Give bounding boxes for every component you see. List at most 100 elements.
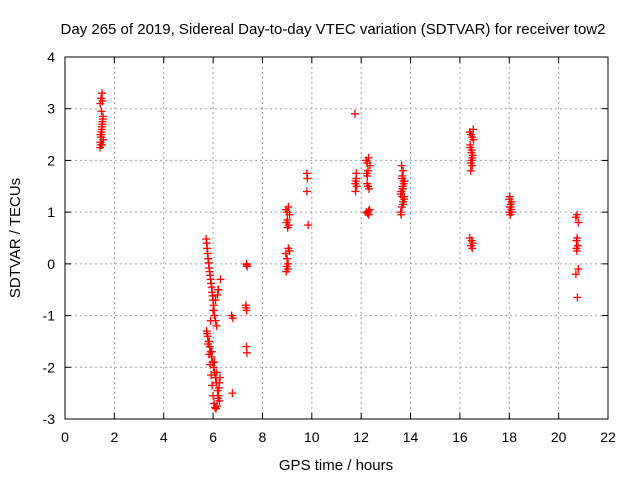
data-point — [212, 321, 221, 330]
data-point — [351, 109, 360, 118]
data-point — [207, 371, 216, 380]
grid — [65, 57, 608, 419]
data-point — [284, 221, 293, 230]
data-point — [98, 89, 107, 98]
data-point — [505, 195, 514, 204]
data-point — [213, 402, 222, 411]
data-point — [285, 210, 294, 219]
data-point — [506, 202, 515, 211]
data-point — [228, 389, 237, 398]
x-tick-label: 10 — [304, 429, 320, 445]
x-tick-label: 2 — [110, 429, 118, 445]
data-point — [352, 174, 361, 183]
data-point — [283, 254, 292, 263]
data-point — [469, 125, 478, 134]
data-point — [363, 171, 372, 180]
data-point — [302, 169, 311, 178]
data-point — [283, 215, 292, 224]
data-point — [365, 161, 374, 170]
x-tick-label: 18 — [501, 429, 517, 445]
data-point — [364, 210, 373, 219]
data-point — [207, 347, 216, 356]
data-point — [98, 96, 107, 105]
axis-ticks — [64, 56, 609, 420]
data-point — [302, 187, 311, 196]
y-tick-label: -1 — [43, 308, 56, 324]
data-point — [364, 153, 373, 162]
data-point — [214, 394, 223, 403]
data-point — [363, 209, 372, 218]
chart-title: Day 265 of 2019, Sidereal Day-to-day VTE… — [61, 21, 606, 38]
data-point — [466, 159, 475, 168]
data-point — [468, 244, 477, 253]
data-point — [469, 135, 478, 144]
data-point — [206, 360, 215, 369]
data-point — [398, 192, 407, 201]
data-point — [98, 140, 107, 149]
data-point — [365, 184, 374, 193]
data-point — [216, 373, 225, 382]
y-tick-label: 3 — [47, 101, 55, 117]
data-point — [468, 153, 477, 162]
x-axis-label: GPS time / hours — [279, 457, 393, 474]
data-point — [206, 316, 215, 325]
data-point — [572, 244, 581, 253]
data-point — [574, 265, 583, 274]
x-tick-label: 4 — [160, 429, 168, 445]
data-point — [284, 259, 293, 268]
x-tick-label: 12 — [353, 429, 369, 445]
data-point — [573, 234, 582, 242]
data-point — [282, 267, 291, 276]
data-point — [399, 200, 408, 209]
data-point — [284, 202, 293, 211]
x-tick-label: 6 — [209, 429, 217, 445]
data-point — [98, 115, 107, 124]
data-point — [573, 210, 582, 219]
data-point — [399, 184, 408, 193]
data-point — [99, 135, 108, 144]
x-tick-label: 8 — [259, 429, 267, 445]
data-point — [96, 130, 105, 139]
data-point — [571, 270, 580, 279]
y-tick-label: -2 — [43, 359, 56, 375]
data-point — [363, 179, 372, 188]
data-point — [97, 107, 106, 116]
data-point — [214, 285, 223, 294]
data-point — [209, 391, 218, 400]
x-tick-label: 16 — [452, 429, 468, 445]
data-point — [351, 187, 360, 196]
data-point — [397, 210, 406, 219]
data-point — [215, 378, 224, 387]
x-tick-label: 22 — [600, 429, 616, 445]
x-tick-label: 20 — [551, 429, 567, 445]
y-tick-label: 0 — [47, 256, 55, 272]
plot-frame — [64, 56, 609, 420]
data-point — [209, 306, 218, 315]
data-point — [208, 381, 217, 390]
data-point — [216, 275, 225, 284]
data-point — [285, 246, 294, 255]
data-point — [466, 143, 475, 152]
data-point — [227, 311, 236, 320]
data-point — [242, 260, 251, 269]
data-point — [507, 208, 516, 217]
data-point — [400, 177, 409, 186]
data-point — [351, 179, 360, 188]
data-points — [96, 89, 583, 413]
data-point — [203, 329, 212, 338]
data-point — [574, 218, 583, 227]
y-axis-label: SDTVAR / TECUs — [7, 178, 24, 298]
data-point — [573, 293, 582, 302]
data-point — [304, 221, 313, 230]
data-point — [210, 311, 219, 320]
data-point — [210, 358, 219, 367]
data-point — [211, 403, 220, 412]
x-tick-label: 0 — [61, 429, 69, 445]
y-tick-label: 4 — [47, 49, 55, 65]
y-tick-label: -3 — [43, 411, 56, 427]
data-point — [399, 166, 408, 175]
data-point — [467, 148, 476, 157]
x-tick-label: 14 — [403, 429, 419, 445]
x-tick-labels: 0 2 4 6 8 10 12 14 16 18 20 22 — [61, 429, 616, 445]
